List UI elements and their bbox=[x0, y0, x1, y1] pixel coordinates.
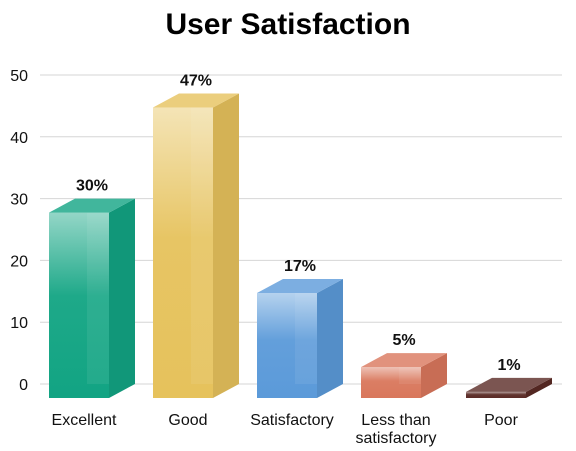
data-label: 1% bbox=[497, 357, 520, 374]
bar-less-than-satisfactory bbox=[361, 353, 447, 398]
bar-glass bbox=[399, 367, 421, 384]
bar-top bbox=[361, 353, 447, 368]
x-category-label: Less than bbox=[361, 412, 430, 429]
y-tick-label: 40 bbox=[10, 130, 28, 147]
bar-front bbox=[257, 292, 317, 398]
bar-top bbox=[466, 377, 552, 392]
bar-glass bbox=[87, 212, 109, 384]
x-category-label: Poor bbox=[484, 412, 518, 429]
y-tick-label: 20 bbox=[10, 253, 28, 270]
data-label: 30% bbox=[76, 178, 108, 195]
bar-top bbox=[153, 93, 239, 108]
x-category-label: Good bbox=[168, 412, 207, 429]
y-tick-label: 10 bbox=[10, 315, 28, 332]
bar-glass bbox=[295, 292, 317, 384]
bar-good bbox=[153, 93, 239, 398]
bar-top bbox=[257, 278, 343, 293]
data-label: 5% bbox=[392, 332, 415, 349]
x-category-label: Satisfactory bbox=[250, 412, 334, 429]
bar-satisfactory bbox=[257, 278, 343, 398]
bar-front bbox=[153, 107, 213, 398]
bar-front bbox=[49, 212, 109, 398]
bar-front bbox=[361, 367, 421, 398]
bar-top bbox=[49, 198, 135, 213]
bar-side bbox=[421, 353, 447, 398]
chart-title: User Satisfaction bbox=[165, 8, 411, 41]
y-tick-label: 50 bbox=[10, 68, 28, 85]
bar-excellent bbox=[49, 198, 135, 398]
bar-side bbox=[213, 93, 239, 398]
x-category-label: satisfactory bbox=[356, 430, 437, 447]
bar-side bbox=[526, 377, 552, 398]
x-category-label: Excellent bbox=[52, 412, 117, 429]
data-label: 17% bbox=[284, 258, 316, 275]
bar-side bbox=[109, 198, 135, 398]
y-tick-label: 30 bbox=[10, 192, 28, 209]
bar-poor bbox=[466, 377, 552, 398]
y-tick-label: 0 bbox=[19, 377, 28, 394]
bar-glass bbox=[191, 107, 213, 384]
bar-side bbox=[317, 278, 343, 398]
data-label: 47% bbox=[180, 73, 212, 90]
bar-front bbox=[466, 391, 526, 398]
